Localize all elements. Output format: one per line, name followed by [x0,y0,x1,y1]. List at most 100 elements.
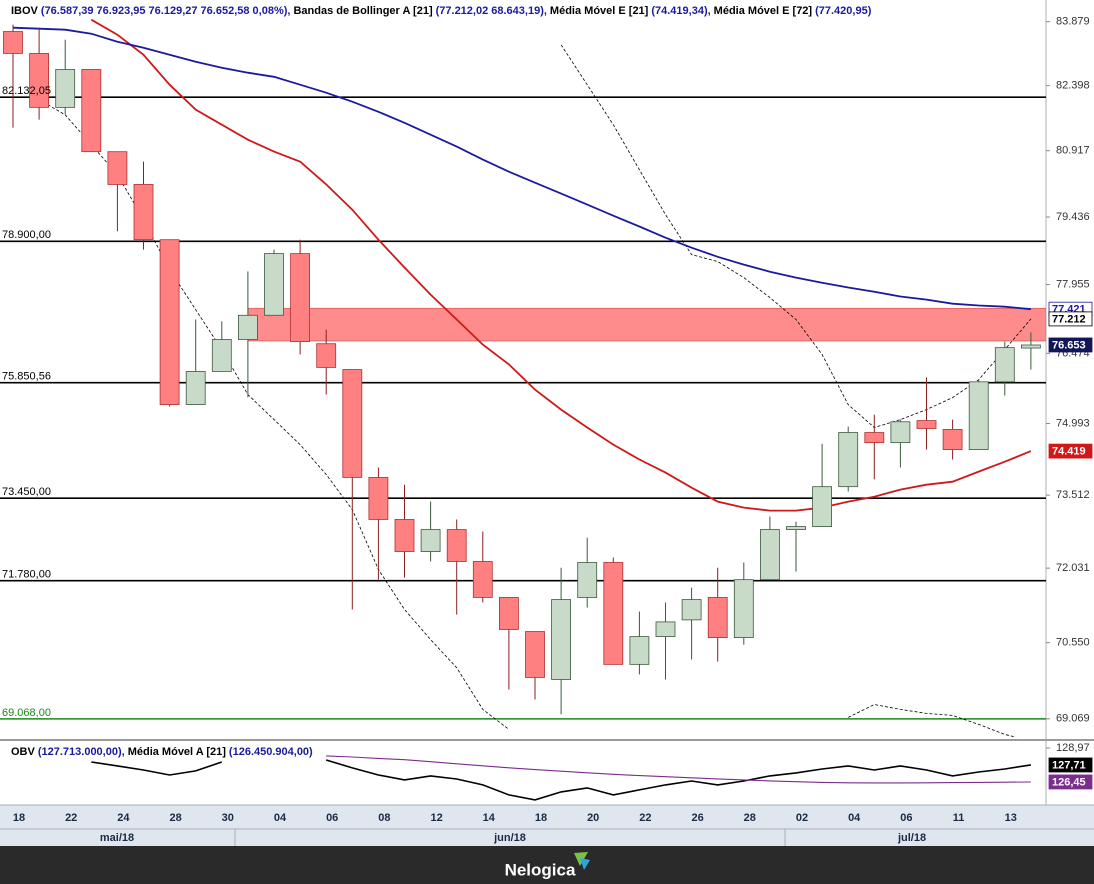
legend-text: Média Móvel E [72] [714,5,813,17]
candle-body [681,599,702,621]
candle-body [420,529,441,552]
y-tick-label: 77.955 [1056,278,1090,290]
level-label: 69.068,00 [2,707,51,719]
candle-body [237,314,258,340]
x-tick-label: 28 [744,812,756,824]
x-tick-label: 08 [378,812,390,824]
obv-line [326,755,1031,784]
candle-body [655,621,676,637]
price-plot [0,18,1046,737]
brand: Nelogica [505,860,576,879]
candle-body [1021,344,1041,349]
candle-body [472,561,493,598]
x-tick-label: 30 [222,812,234,824]
x-tick-label: 12 [430,812,442,824]
obv-legend: OBV (127.713.000,00), Média Móvel A [21] (1… [11,746,313,758]
price-legend: IBOV (76.587,39 76.923,95 76.129,27 76.65… [11,5,872,17]
x-tick-label: 14 [483,812,496,824]
candle-body [264,253,284,316]
candle-body [55,69,76,108]
x-tick-label: 18 [535,812,547,824]
x-tick-label: 06 [326,812,338,824]
brand-icon [574,852,590,870]
x-tick-label: 22 [65,812,77,824]
footer [0,846,1094,884]
obv-line [91,759,1032,801]
last-value-label: 76.653 [1052,339,1086,351]
month-label: mai/18 [100,832,134,844]
last-value-badge [1048,337,1093,353]
x-tick-label: 02 [796,812,808,824]
candle-body [603,562,624,665]
x-tick-label: 04 [848,812,861,824]
y-tick-label: 128,97 [1056,742,1090,754]
y-tick-label: 74.993 [1056,417,1090,429]
candle-body [368,477,389,520]
candle-body [551,599,571,680]
candle-body [733,579,754,639]
candle-body [498,597,519,630]
legend-text: Média Móvel A [21] [128,746,227,758]
candle-body [577,562,598,598]
moving-average [90,18,1032,512]
last-value-badge [1048,774,1093,790]
bollinger-upper [560,44,1032,428]
legend-text: (77.212,02 68.643,19), [436,5,547,17]
x-tick-label: 13 [1005,812,1017,824]
candle-body [942,429,963,451]
x-tick-label: 04 [274,812,287,824]
candle-body [342,369,363,478]
axes: 82.132,05 78.900,00 75.850,56 73.450,00 71.7… [2,16,1093,844]
y-tick-label: 83.879 [1056,16,1090,28]
candle-body [968,381,989,451]
x-tick-label: 18 [13,812,25,824]
bollinger-lower [38,99,1017,737]
candle-body [211,339,232,372]
legend-text: IBOV [11,5,39,17]
candle-body [185,371,206,405]
candle-body [394,519,415,552]
y-tick-label: 70.550 [1056,637,1090,649]
y-tick-label: 73.512 [1056,489,1090,501]
candle-body [760,529,780,581]
date-axis [0,805,1094,846]
y-tick-label: 82.398 [1056,80,1090,92]
x-tick-label: 06 [900,812,912,824]
candle-body [838,432,859,488]
candle-body [81,69,102,153]
candle-body [525,631,545,678]
candle-body [786,526,806,530]
candle-body [133,184,154,241]
x-tick-label: 22 [639,812,651,824]
x-tick-label: 24 [117,812,130,824]
last-value-badge [1048,311,1093,327]
last-value-badge [1048,757,1093,773]
level-label: 78.900,00 [2,229,51,241]
legend-text: (77.420,95) [815,5,872,17]
level-label: 75.850,56 [2,371,51,383]
last-value-label: 77.212 [1052,313,1086,325]
month-label: jul/18 [897,832,926,844]
candle-body [159,239,180,405]
month-label: jun/18 [493,832,526,844]
level-label: 71.780,00 [2,569,51,581]
x-tick-label: 11 [953,812,965,824]
legend-text: (127.713.000,00), [38,746,125,758]
y-tick-label: 72.031 [1056,562,1090,574]
candle-body [994,347,1015,383]
y-tick-label: 69.069 [1056,713,1090,725]
level-label: 82.132,05 [2,85,51,97]
candle-body [916,420,937,429]
last-value-label: 74.419 [1052,446,1086,458]
candle-body [29,53,50,108]
resistance-zone [247,307,1046,342]
y-tick-label: 79.436 [1056,211,1090,223]
legend-text: Média Móvel E [21] [550,5,649,17]
obv-plot [91,755,1032,801]
candle-body [864,432,885,444]
x-tick-label: 20 [587,812,599,824]
candle-body [107,151,128,185]
candle-body [290,253,311,343]
